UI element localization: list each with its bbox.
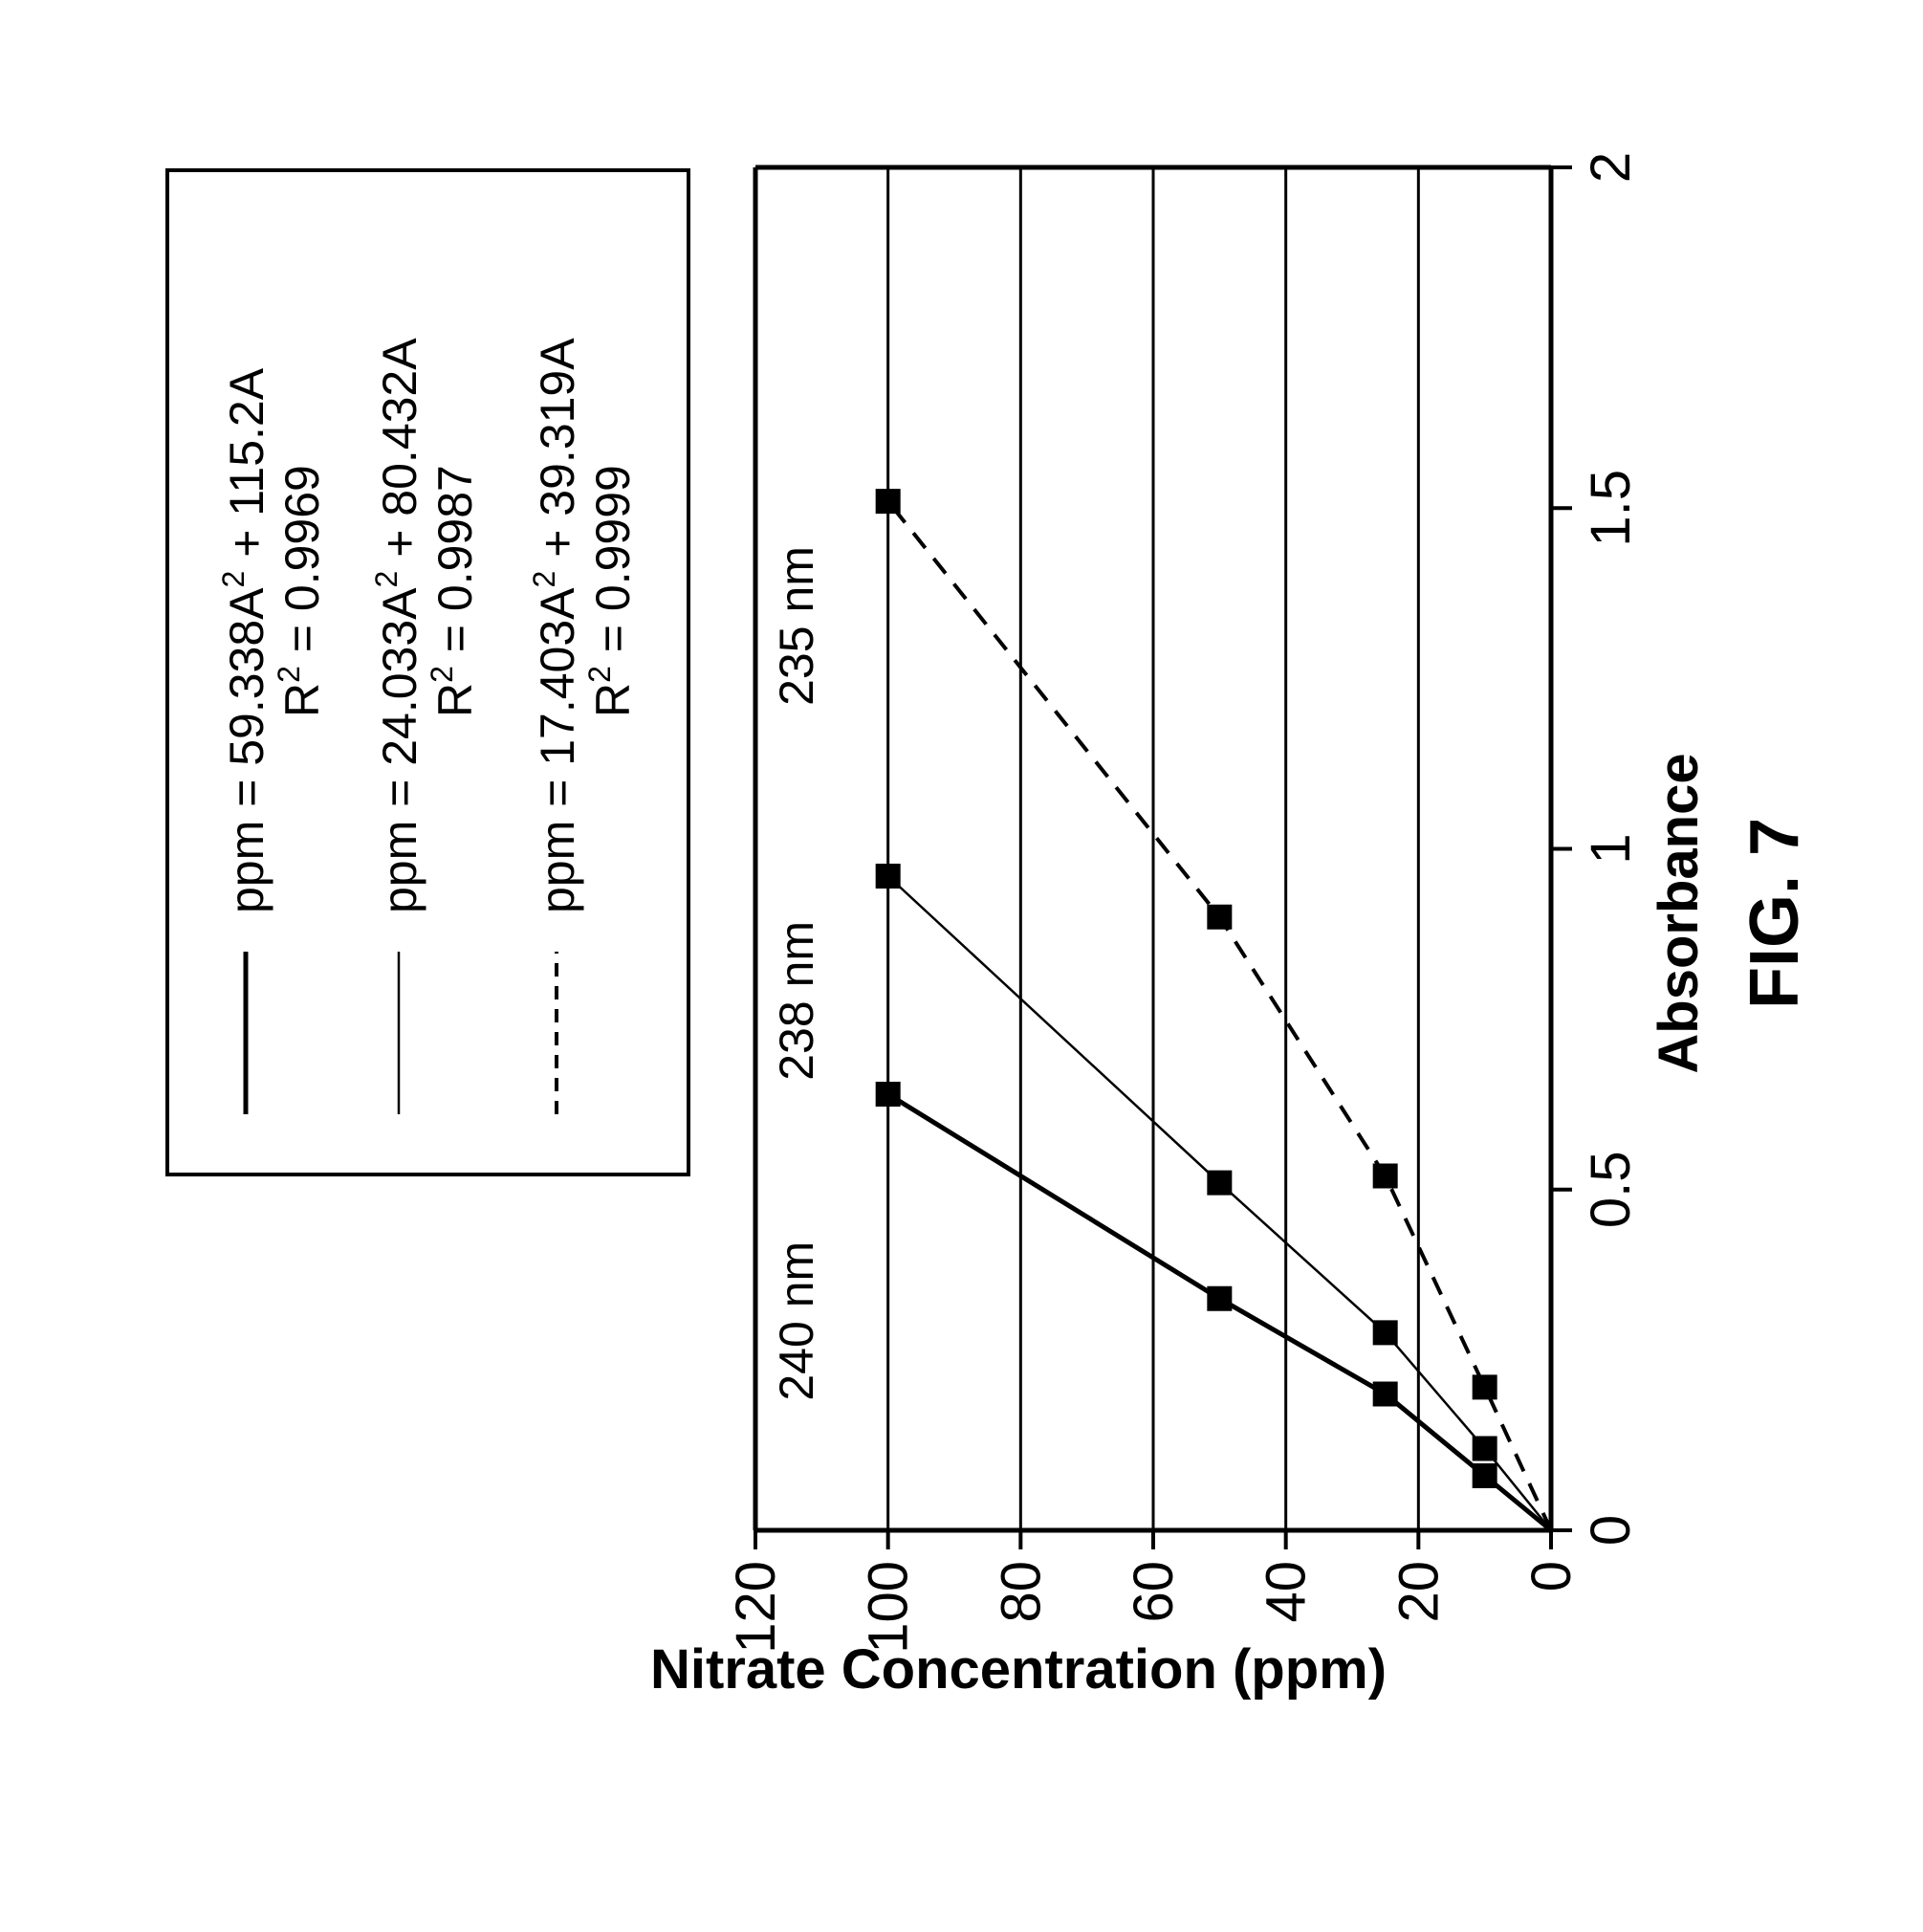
legend-equation-2: ppm = 17.403A2 + 39.319A <box>527 338 584 913</box>
series-label-0: 240 nm <box>770 1241 823 1401</box>
x-tick-label-1: 0.5 <box>1580 1151 1642 1228</box>
marker-s2-p3 <box>875 489 901 515</box>
legend-equation-0: ppm = 59.338A2 + 115.2A <box>216 367 273 913</box>
y-axis-ticks: 0 20 40 60 80 100 120 <box>725 1530 1583 1654</box>
legend-r2-1: R2 = 0.9987 <box>425 465 482 717</box>
legend-r2-2: R2 = 0.9999 <box>582 465 640 717</box>
marker-s1-p0 <box>1472 1436 1497 1461</box>
y-tick-label-4: 80 <box>990 1561 1052 1623</box>
y-tick-label-2: 40 <box>1256 1561 1318 1623</box>
marker-s0-p3 <box>875 1082 901 1107</box>
gridlines <box>886 167 1420 1530</box>
y-tick-label-6: 120 <box>725 1561 787 1654</box>
x-axis-ticks: 0 0.5 1 1.5 2 <box>1551 152 1642 1546</box>
figure-label: FIG. 7 <box>1737 818 1813 1009</box>
series-line-2 <box>886 499 1553 1531</box>
legend-r2-0: R2 = 0.9969 <box>272 465 329 717</box>
marker-s1-p1 <box>1372 1320 1398 1346</box>
x-axis-title: Absorbance <box>1648 753 1710 1073</box>
marker-s0-p0 <box>1472 1463 1497 1488</box>
y-tick-label-5: 100 <box>858 1561 920 1654</box>
x-tick-label-0: 0 <box>1580 1515 1642 1546</box>
series-line-1 <box>886 875 1552 1531</box>
marker-s1-p2 <box>1207 1170 1233 1196</box>
marker-s0-p1 <box>1372 1381 1398 1407</box>
legend-equation-1: ppm = 24.033A2 + 80.432A <box>369 338 426 913</box>
series-label-1: 238 nm <box>770 921 823 1081</box>
series-line-0 <box>886 1091 1553 1532</box>
marker-s0-p2 <box>1207 1285 1233 1311</box>
y-tick-label-0: 0 <box>1520 1561 1583 1592</box>
series-label-2: 235 nm <box>770 546 823 706</box>
marker-s2-p1 <box>1372 1163 1398 1189</box>
y-tick-label-1: 20 <box>1388 1561 1450 1623</box>
series-labels: 240 nm 238 nm 235 nm <box>770 546 823 1401</box>
data-markers <box>875 489 1497 1488</box>
series-lines <box>886 499 1553 1532</box>
x-tick-label-4: 2 <box>1580 152 1642 183</box>
x-tick-label-3: 1.5 <box>1580 470 1642 547</box>
x-tick-label-2: 1 <box>1580 833 1642 864</box>
marker-s2-p2 <box>1207 904 1233 930</box>
marker-s1-p3 <box>875 864 901 889</box>
y-tick-label-3: 60 <box>1123 1561 1185 1623</box>
y-axis-title: Nitrate Concentration (ppm) <box>650 1638 1387 1701</box>
marker-s2-p0 <box>1472 1374 1497 1400</box>
legend-box <box>165 168 690 1176</box>
